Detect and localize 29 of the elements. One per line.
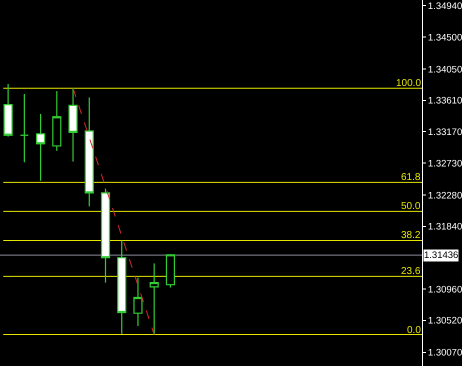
ref-line-label: 1.31436 (424, 250, 458, 261)
candlestick (84, 96, 94, 208)
annotation: 50.0 (401, 201, 421, 212)
y-tick-label: 1.30070 (428, 348, 462, 359)
y-tick-label: 1.31840 (428, 222, 462, 233)
y-tick-label: 1.30960 (428, 284, 462, 296)
candlestick (150, 262, 159, 336)
y-tick-label: 1.34050 (428, 64, 462, 76)
y-tick-label: 1.34500 (428, 32, 462, 44)
candlestick (100, 188, 110, 284)
candlestick (166, 254, 175, 288)
y-tick-label: 1.32280 (428, 190, 462, 202)
annotation: 61.8 (401, 172, 421, 183)
y-tick-label: 1.34940 (428, 1, 462, 12)
y-tick-label: 1.32730 (428, 158, 462, 170)
annotation: 23.6 (401, 266, 421, 277)
candlestick (133, 277, 143, 327)
annotation: 0.0 (407, 325, 422, 336)
annotation: 38.2 (401, 230, 421, 241)
annotation: 100.0 (396, 78, 422, 89)
y-tick-label: 1.30520 (428, 316, 462, 327)
candlestick (117, 240, 126, 334)
candlestick (68, 88, 78, 162)
candlestick (36, 113, 46, 182)
y-tick-label: 1.33170 (428, 127, 462, 138)
candlestick (4, 83, 13, 138)
candlestick (20, 93, 29, 163)
y-tick-label: 1.33610 (428, 96, 462, 107)
candlestick (52, 90, 62, 152)
